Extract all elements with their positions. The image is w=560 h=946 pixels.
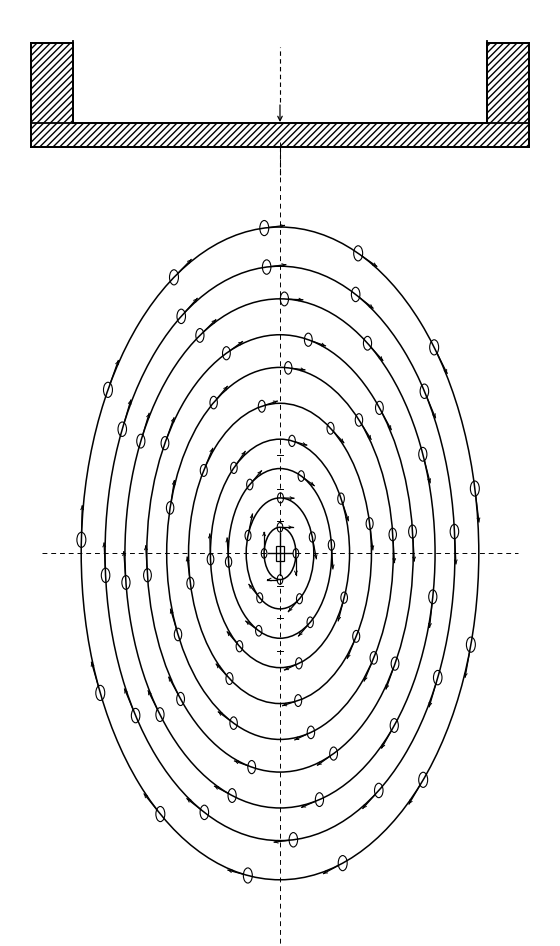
Polygon shape <box>31 43 73 147</box>
Polygon shape <box>487 43 529 147</box>
Polygon shape <box>276 546 284 561</box>
Polygon shape <box>31 123 529 147</box>
